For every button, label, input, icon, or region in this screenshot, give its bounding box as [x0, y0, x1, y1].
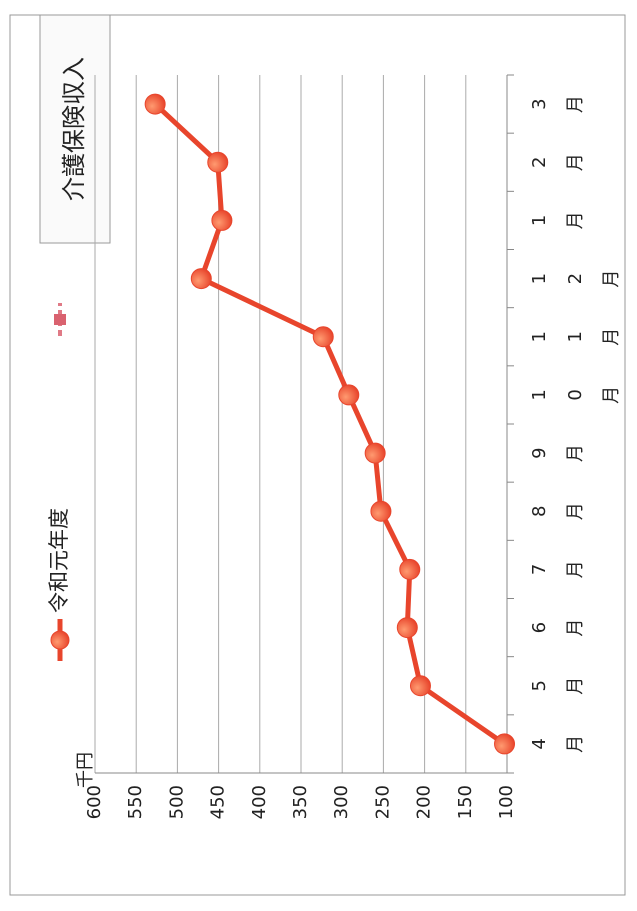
- data-point: [409, 675, 431, 697]
- y-tick-label: 550: [125, 785, 146, 819]
- legend-extra-marker: [54, 303, 66, 336]
- unit-label: 千円: [75, 752, 96, 788]
- data-point: [190, 268, 212, 290]
- y-tick-label: 150: [455, 785, 476, 819]
- data-point: [364, 442, 386, 464]
- y-tick-label: 250: [372, 785, 393, 819]
- y-tick-label: 450: [208, 785, 229, 819]
- legend-marker: [50, 630, 70, 650]
- data-point: [370, 500, 392, 522]
- y-tick-label: 500: [166, 785, 187, 819]
- y-tick-label: 100: [496, 785, 517, 819]
- data-point: [211, 209, 233, 231]
- rotated-chart: 介護保険収入 千円 100 150 200 250 300 350 400 450 500 550…: [9, 14, 626, 896]
- y-tick-label: 300: [331, 785, 352, 819]
- chart-title: 介護保険収入: [60, 57, 88, 201]
- data-point: [396, 617, 418, 639]
- y-tick-label: 350: [290, 785, 311, 819]
- data-point: [494, 733, 516, 755]
- data-point: [144, 93, 166, 115]
- data-point: [399, 558, 421, 580]
- chart-frame: [9, 14, 626, 896]
- data-point: [312, 326, 334, 348]
- legend-label: 令和元年度: [47, 508, 71, 613]
- title-box: [39, 14, 111, 244]
- y-tick-label: 400: [249, 785, 270, 819]
- series-line: [153, 102, 506, 746]
- data-point: [207, 151, 229, 173]
- data-point: [338, 384, 360, 406]
- y-tick-label: 200: [414, 785, 435, 819]
- y-tick-label: 600: [84, 785, 105, 819]
